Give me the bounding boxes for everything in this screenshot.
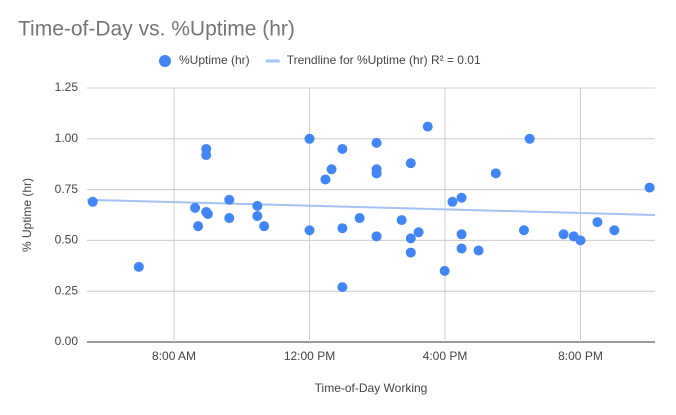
point — [490, 168, 501, 179]
point — [644, 182, 655, 193]
legend-swatch — [159, 55, 171, 67]
point — [259, 221, 270, 232]
point — [304, 133, 315, 144]
point — [252, 211, 263, 222]
point — [337, 143, 348, 154]
point — [456, 243, 467, 254]
point — [87, 196, 98, 207]
x-tick-label: 4:00 PM — [423, 349, 468, 363]
point — [518, 225, 529, 236]
point — [609, 225, 620, 236]
x-axis-title: Time-of-Day Working — [315, 381, 428, 395]
point — [202, 208, 213, 219]
point — [422, 121, 433, 132]
point — [224, 213, 235, 224]
x-tick-label: 8:00 PM — [558, 349, 603, 363]
y-tick-label: 0.50 — [55, 233, 79, 247]
point — [405, 158, 416, 169]
point — [473, 245, 484, 256]
chart-title: Time-of-Day vs. %Uptime (hr) — [18, 18, 295, 41]
point — [592, 217, 603, 228]
point — [133, 261, 144, 272]
point — [439, 265, 450, 276]
y-tick-label: 0.75 — [55, 182, 79, 196]
point — [224, 194, 235, 205]
x-tick-label: 12:00 PM — [284, 349, 335, 363]
point — [304, 225, 315, 236]
y-tick-label: 1.00 — [55, 131, 79, 145]
legend-label: %Uptime (hr) — [179, 53, 250, 67]
y-tick-label: 0.25 — [55, 283, 79, 297]
legend-label: Trendline for %Uptime (hr) R² = 0.01 — [287, 53, 481, 67]
point — [371, 168, 382, 179]
point — [190, 202, 201, 213]
trendline — [86, 198, 656, 216]
x-tick-label: 8:00 AM — [152, 349, 196, 363]
y-tick-label: 1.25 — [55, 80, 79, 94]
y-tick-label: 0.00 — [55, 334, 79, 348]
point — [524, 133, 535, 144]
point — [371, 231, 382, 242]
point — [456, 192, 467, 203]
y-axis-title: % Uptime (hr) — [20, 178, 34, 252]
point — [337, 282, 348, 293]
point — [354, 213, 365, 224]
point — [320, 174, 331, 185]
point — [575, 235, 586, 246]
point — [413, 227, 424, 238]
point — [371, 137, 382, 148]
point — [252, 200, 263, 211]
point — [456, 229, 467, 240]
point — [201, 150, 212, 161]
point — [405, 247, 416, 258]
point — [193, 221, 204, 232]
point — [447, 196, 458, 207]
point — [405, 233, 416, 244]
point — [396, 215, 407, 226]
point — [326, 164, 337, 175]
point — [558, 229, 569, 240]
point — [337, 223, 348, 234]
